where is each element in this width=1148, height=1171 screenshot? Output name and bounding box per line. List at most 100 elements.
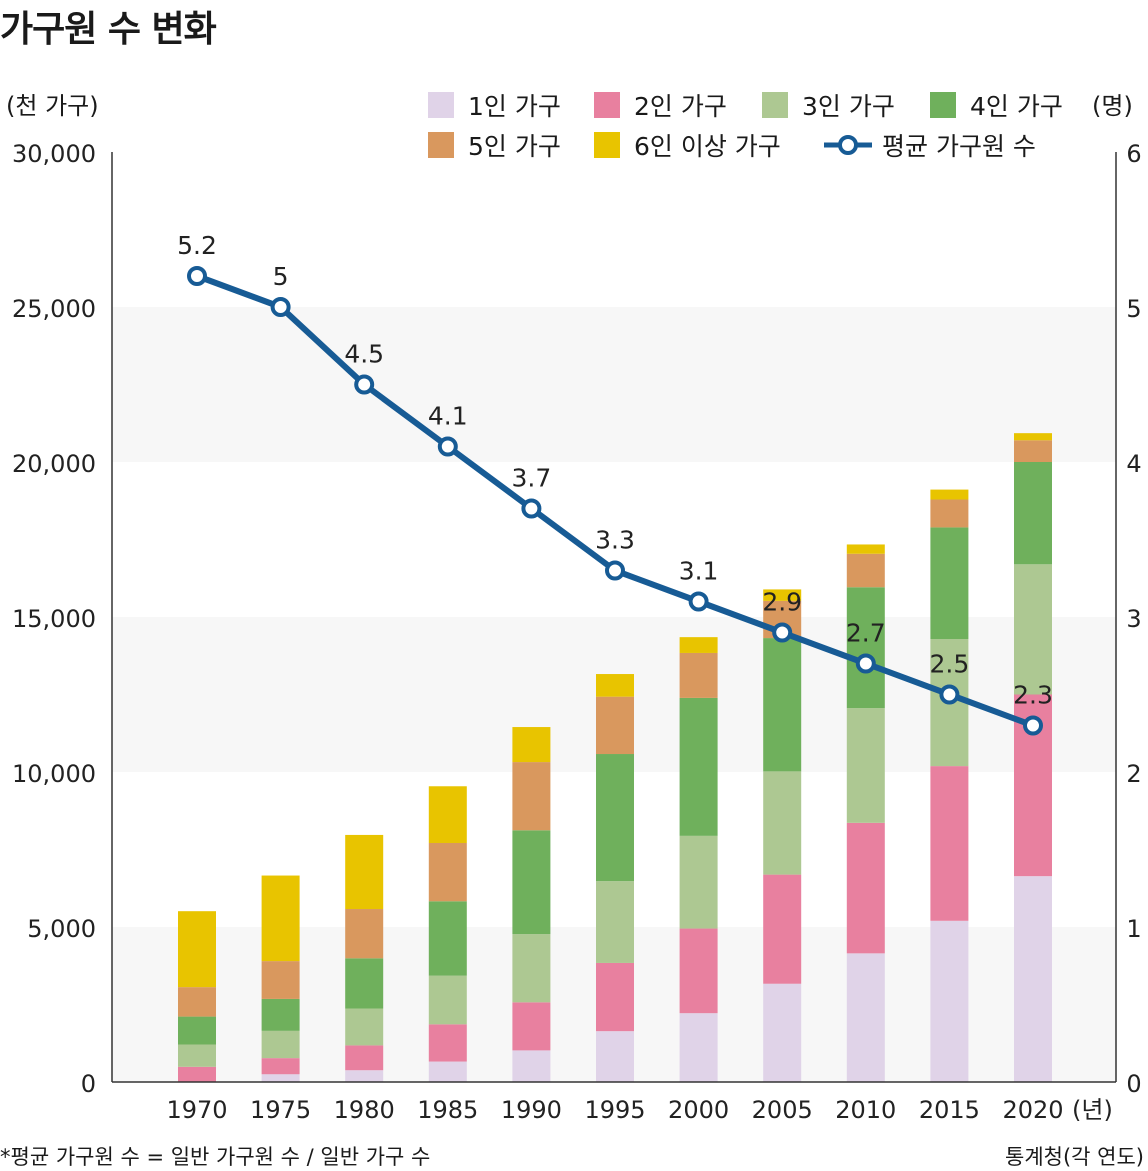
legend-label: 3인 가구 bbox=[802, 92, 895, 121]
bar-segment bbox=[930, 489, 969, 500]
bar-segment bbox=[428, 842, 467, 902]
average-point bbox=[187, 266, 207, 286]
average-data-label: 2.5 bbox=[930, 650, 970, 679]
bar-segment bbox=[345, 958, 384, 1009]
background-band bbox=[112, 307, 1116, 462]
bar-segment bbox=[596, 674, 634, 697]
bar-segment bbox=[846, 708, 885, 823]
average-point bbox=[521, 498, 542, 519]
bar-segment bbox=[428, 901, 467, 976]
bar-segment bbox=[596, 881, 634, 963]
average-data-label: 4.1 bbox=[428, 402, 468, 431]
bar-segment bbox=[178, 1066, 216, 1082]
legend-swatch bbox=[594, 92, 620, 118]
average-point bbox=[855, 653, 876, 674]
bar-segment bbox=[679, 1013, 718, 1082]
right-axis-tick-label: 4 bbox=[1126, 450, 1141, 478]
average-data-label: 2.3 bbox=[1013, 681, 1053, 710]
legend-swatch bbox=[594, 132, 620, 158]
right-axis-tick-label: 3 bbox=[1126, 605, 1141, 633]
bar-segment bbox=[596, 962, 634, 1032]
bar-segment bbox=[679, 835, 718, 929]
bar-segment bbox=[1014, 462, 1052, 565]
bar-segment bbox=[930, 527, 969, 640]
bar-segment bbox=[596, 696, 634, 755]
legend-item-4person: 4인 가구 bbox=[930, 87, 1063, 123]
bar-segment bbox=[178, 1044, 216, 1067]
left-axis-tick-label: 0 bbox=[81, 1070, 96, 1098]
bar-segment bbox=[345, 1045, 384, 1071]
x-axis-tick-label: 2010 bbox=[835, 1096, 896, 1124]
legend-item-1person: 1인 가구 bbox=[428, 87, 561, 123]
legend-swatch bbox=[930, 92, 956, 118]
bar-segment bbox=[261, 1058, 300, 1075]
right-axis-tick-label: 6 bbox=[1126, 140, 1141, 168]
bar-segment bbox=[846, 953, 885, 1082]
legend-swatch bbox=[428, 132, 454, 158]
average-point bbox=[772, 622, 793, 643]
bar-segment bbox=[428, 975, 467, 1025]
average-data-label: 3.7 bbox=[512, 464, 552, 493]
bar-segment bbox=[261, 998, 300, 1031]
chart-title: 가구원 수 변화 bbox=[0, 9, 217, 50]
average-data-label: 5.2 bbox=[177, 231, 217, 260]
average-point bbox=[688, 591, 709, 612]
legend-item-2person: 2인 가구 bbox=[594, 87, 727, 123]
average-data-label: 2.7 bbox=[846, 619, 886, 648]
legend-label: 4인 가구 bbox=[970, 92, 1063, 121]
bar-segment bbox=[679, 928, 718, 1014]
average-point bbox=[1023, 715, 1043, 736]
bar-segment bbox=[512, 727, 551, 763]
bar-segment bbox=[261, 1074, 300, 1082]
bar-segment bbox=[512, 1002, 551, 1051]
x-axis-tick-label: 2015 bbox=[919, 1096, 980, 1124]
left-axis-tick-label: 20,000 bbox=[12, 450, 96, 478]
x-axis-tick-label: 1975 bbox=[250, 1096, 311, 1124]
bar-segment bbox=[846, 822, 885, 954]
bar-segment bbox=[763, 638, 802, 772]
x-axis-tick-label: 1990 bbox=[501, 1096, 562, 1124]
bar-segment bbox=[345, 909, 384, 959]
bar-segment bbox=[261, 875, 300, 962]
bar-segment bbox=[846, 587, 885, 709]
bar-segment bbox=[679, 652, 718, 698]
x-axis-tick-label: 2005 bbox=[752, 1096, 813, 1124]
right-axis-tick-label: 1 bbox=[1126, 915, 1141, 943]
average-point bbox=[437, 436, 458, 457]
average-data-label: 3.3 bbox=[595, 526, 635, 555]
x-axis-tick-label: 2020 bbox=[1002, 1096, 1063, 1124]
bar-segment bbox=[345, 834, 384, 910]
legend-label: 5인 가구 bbox=[468, 132, 561, 161]
right-axis-tick-label: 0 bbox=[1126, 1070, 1141, 1098]
bar-segment bbox=[1014, 440, 1052, 462]
bar-segment bbox=[261, 1030, 300, 1059]
bar-segment bbox=[679, 637, 718, 653]
left-axis-tick-label: 10,000 bbox=[12, 760, 96, 788]
average-data-label: 3.1 bbox=[679, 557, 719, 586]
bar-segment bbox=[763, 771, 802, 875]
bar-segment bbox=[596, 1031, 634, 1082]
bar-segment bbox=[512, 830, 551, 935]
left-axis-tick-label: 15,000 bbox=[12, 605, 96, 633]
legend-line-marker-icon bbox=[824, 135, 872, 155]
footnote: *평균 가구원 수 = 일반 가구원 수 / 일반 가구 수 bbox=[0, 1145, 431, 1169]
right-axis-unit: (명) bbox=[1092, 92, 1133, 120]
average-data-label: 2.9 bbox=[762, 588, 802, 617]
bar-segment bbox=[512, 762, 551, 831]
legend-label: 6인 이상 가구 bbox=[634, 132, 781, 161]
average-point bbox=[270, 297, 291, 317]
x-axis-tick-label: 1995 bbox=[584, 1096, 645, 1124]
x-axis-unit: (년) bbox=[1072, 1096, 1113, 1124]
left-axis-tick-label: 5,000 bbox=[27, 915, 96, 943]
average-point bbox=[605, 560, 625, 581]
left-axis-unit: (천 가구) bbox=[6, 92, 99, 120]
average-point bbox=[354, 374, 375, 395]
bar-segment bbox=[763, 874, 802, 984]
bar-segment bbox=[846, 544, 885, 554]
bar-segment bbox=[763, 589, 802, 601]
legend: 1인 가구 2인 가구 3인 가구 4인 가구 5인 가구 6인 이상 가구 평… bbox=[428, 82, 1128, 162]
bar-segment bbox=[261, 961, 300, 999]
average-point bbox=[939, 684, 960, 705]
right-axis-tick-label: 2 bbox=[1126, 760, 1141, 788]
